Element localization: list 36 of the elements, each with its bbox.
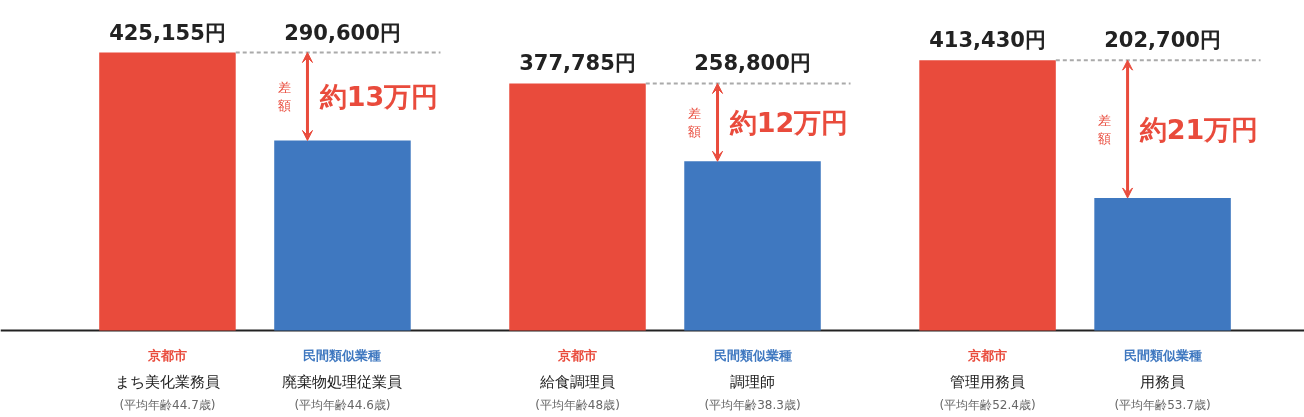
bar bbox=[274, 140, 411, 331]
text: 民間類似業種 bbox=[713, 348, 792, 363]
annotation: 差額 bbox=[688, 105, 702, 139]
text: 民間類似業種 bbox=[1123, 348, 1202, 363]
x-tick-label: 給食調理員 bbox=[539, 372, 616, 391]
annotation: 差額 bbox=[278, 79, 292, 113]
data-label: 377,785円 bbox=[519, 51, 636, 76]
annotation: 差額 bbox=[1098, 112, 1112, 146]
bar bbox=[1094, 197, 1231, 331]
x-tick-label: 廃棄物処理従業員 bbox=[282, 372, 403, 391]
annotation: 約12万円 bbox=[728, 106, 849, 138]
bar bbox=[919, 60, 1056, 331]
bar bbox=[509, 83, 646, 331]
annotation: 約13万円 bbox=[318, 80, 439, 112]
series-label: 民間類似業種 bbox=[303, 348, 382, 363]
text: (平均年齢38.3歳) bbox=[704, 397, 801, 412]
text: 京都市 bbox=[558, 348, 598, 363]
data-label: 425,155円 bbox=[109, 20, 226, 45]
text: (平均年齢48歳) bbox=[535, 397, 620, 412]
x-tick-label: まち美化業務員 bbox=[114, 372, 220, 391]
data-label: 202,700円 bbox=[1104, 28, 1221, 53]
bar bbox=[99, 52, 236, 331]
x-tick-label: 調理師 bbox=[730, 372, 776, 391]
data-label: 413,430円 bbox=[929, 28, 1046, 53]
data-label: 258,800円 bbox=[694, 51, 811, 76]
text: 京都市 bbox=[968, 348, 1008, 363]
x-tick-label: 用務員 bbox=[1140, 372, 1186, 391]
text: (平均年齢52.4歳) bbox=[939, 397, 1036, 412]
data-label: 290,600円 bbox=[284, 20, 401, 45]
text: (平均年齢44.6歳) bbox=[294, 397, 391, 412]
series-label: 京都市 bbox=[146, 348, 187, 363]
x-tick-label: 管理用務員 bbox=[950, 372, 1026, 391]
text: (平均年齢53.7歳) bbox=[1114, 397, 1211, 412]
bar bbox=[684, 161, 821, 331]
text: (平均年齢44.7歳) bbox=[119, 397, 216, 412]
annotation: 約21万円 bbox=[1138, 113, 1259, 145]
